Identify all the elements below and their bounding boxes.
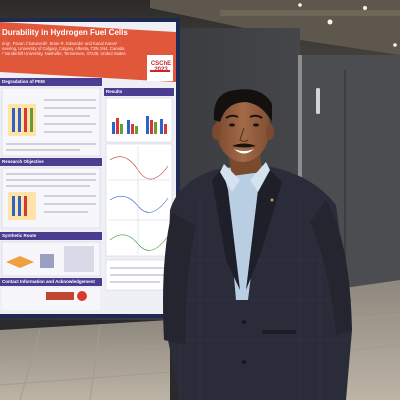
poster-author-line: ring¹, Pavan Chaturvedi¹, Brian R. Edwar… [2,41,118,46]
booth-clip [316,88,320,114]
section-bar [0,158,102,166]
ceiling-light [327,19,333,25]
lapel-pin [270,198,274,202]
poster-authors: ring¹, Pavan Chaturvedi¹, Brian R. Edwar… [2,41,152,56]
mustache [232,143,256,148]
jacket-lapel [212,168,240,290]
section-title-objective: Research Objective [2,159,44,164]
university-logo-icon [77,291,87,301]
poster-author-line: neering, University of Calgary, Calgary,… [2,46,125,51]
results-line-plots [105,143,173,257]
ceiling-light [363,6,367,10]
section-title-results: Results [106,89,123,94]
hair [213,89,272,122]
booth-pole [298,55,302,290]
poster-title: Durability in Hydrogen Fuel Cells [2,29,128,37]
smile [234,149,254,154]
ceiling-light [298,3,302,7]
conference-logo [147,55,173,81]
section-title-contact: Contact Information and Acknowledgement [2,279,95,284]
section-bar [0,278,102,286]
suit-jacket [166,166,352,400]
research-poster [0,18,180,318]
section-title-synthetic-route: Synthetic Route [2,233,37,238]
presenter [163,89,352,400]
jacket-lapel [246,166,282,290]
conference-logo-text: CSChE 2023 [150,61,172,73]
section-bar [104,88,174,96]
floor [0,320,170,400]
ceiling-light [393,43,397,47]
section-title-degradation: Degradation of PEM [2,79,45,84]
section-bar [0,232,102,240]
dress-shirt [222,166,266,300]
poster-author-line: ² Vanderbilt University, Nashville, Tenn… [2,51,126,56]
face [216,94,270,162]
poster-header [0,22,176,82]
section-bar [0,78,102,86]
